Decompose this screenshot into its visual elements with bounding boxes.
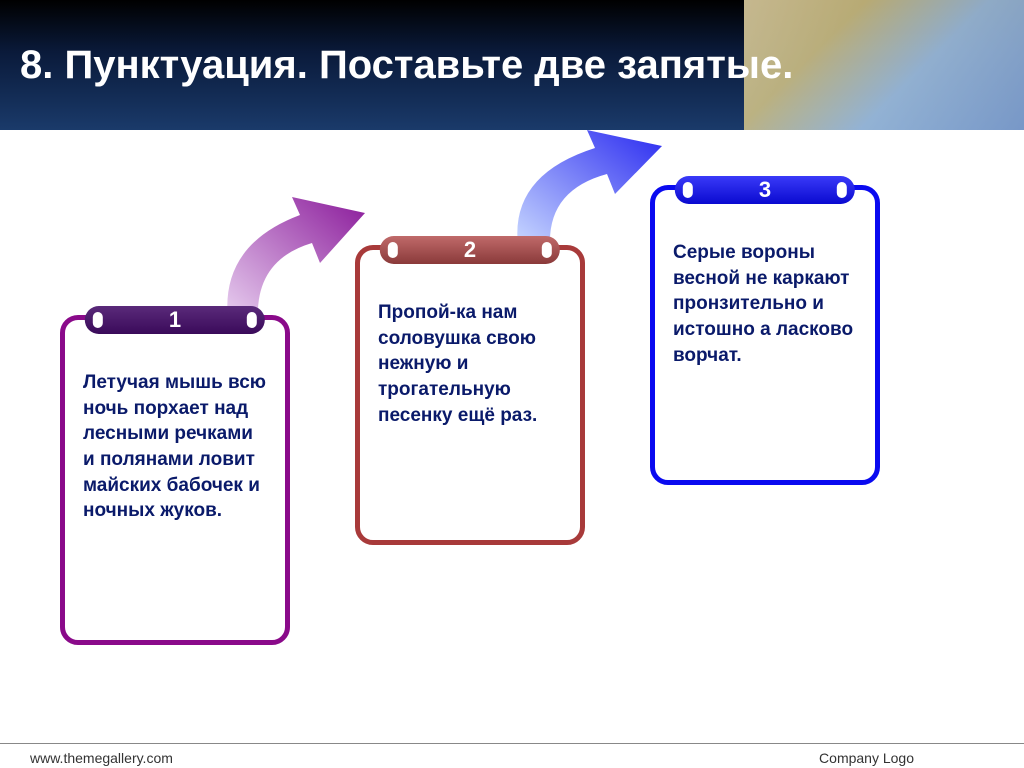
card-1-text: Летучая мышь всю ночь порхает над лесным…: [83, 370, 267, 524]
slide-content: 1 Летучая мышь всю ночь порхает над лесн…: [0, 130, 1024, 710]
card-2-tab: 2: [380, 236, 560, 264]
slide-footer: www.themegallery.com Company Logo: [0, 743, 1024, 750]
card-1: 1 Летучая мышь всю ночь порхает над лесн…: [60, 315, 290, 645]
footer-logo-text: Company Logo: [819, 750, 914, 766]
card-2-text: Пропой-ка нам соловушка свою нежную и тр…: [378, 300, 562, 428]
card-3-number: 3: [759, 177, 771, 203]
card-1-number: 1: [169, 307, 181, 333]
slide-title: 8. Пунктуация. Поставьте две запятые.: [20, 41, 793, 89]
card-3-tab: 3: [675, 176, 855, 204]
card-3: 3 Серые вороны весной не каркают пронзит…: [650, 185, 880, 485]
footer-url: www.themegallery.com: [30, 750, 173, 766]
slide-header: 8. Пунктуация. Поставьте две запятые.: [0, 0, 1024, 130]
card-2: 2 Пропой-ка нам соловушка свою нежную и …: [355, 245, 585, 545]
card-2-number: 2: [464, 237, 476, 263]
card-3-text: Серые вороны весной не каркают пронзител…: [673, 240, 857, 368]
card-1-tab: 1: [85, 306, 265, 334]
